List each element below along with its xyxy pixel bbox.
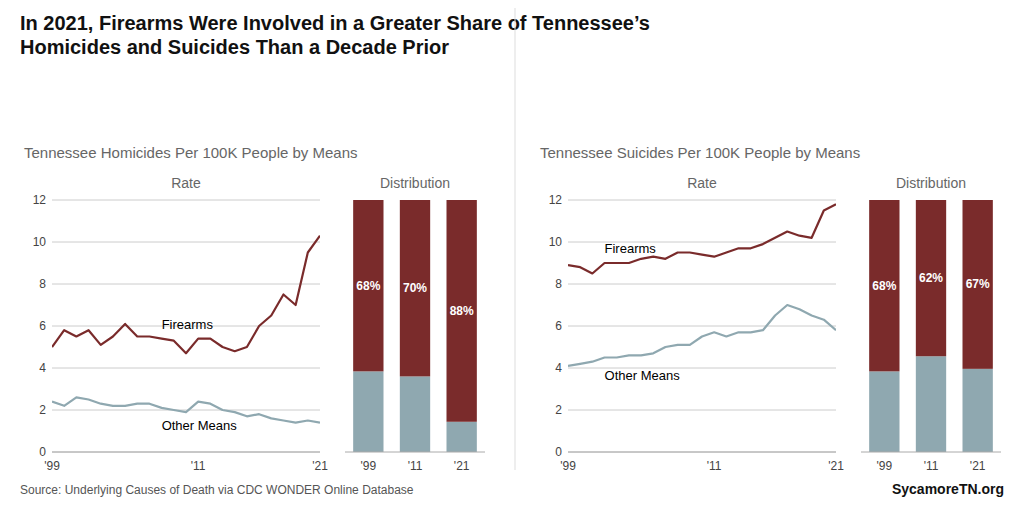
- bar-segment: [916, 356, 946, 452]
- x-tick-label: '99: [44, 459, 60, 473]
- bar-segment: [447, 422, 477, 452]
- panel-title: Distribution: [896, 175, 966, 191]
- source: Source: Underlying Causes of Death via C…: [20, 483, 414, 497]
- bar-segment: [869, 371, 899, 452]
- x-tick-label: '11: [408, 459, 423, 473]
- panel-title: Rate: [171, 175, 201, 191]
- y-tick-label: 10: [549, 235, 563, 249]
- series-label: Firearms: [162, 317, 214, 332]
- bar-segment: [353, 200, 383, 371]
- x-tick-label: '11: [707, 459, 722, 473]
- series-label: Firearms: [605, 241, 657, 256]
- y-tick-label: 4: [39, 361, 46, 375]
- y-tick-label: 8: [555, 277, 562, 291]
- grid-line: [568, 200, 836, 201]
- divider: [515, 8, 516, 470]
- data-label: 68%: [872, 279, 896, 293]
- grid-line: [568, 284, 836, 285]
- data-label: 67%: [966, 277, 990, 291]
- x-axis: [52, 452, 320, 453]
- bar-segment: [400, 376, 430, 452]
- bar-segment: [916, 200, 946, 356]
- panel-title: Distribution: [380, 175, 450, 191]
- x-tick-label: '99: [560, 459, 576, 473]
- panel-title: Rate: [687, 175, 717, 191]
- bar-segment: [963, 369, 993, 452]
- plot-area: [353, 200, 477, 452]
- credit: SycamoreTN.org: [892, 481, 1004, 497]
- bar-segment: [963, 200, 993, 369]
- x-tick-label: '21: [454, 459, 470, 473]
- chart-line: Tennessee Suicides Per 100K People by Me…: [540, 144, 860, 473]
- plot-area: [869, 200, 993, 452]
- chart-bar: Distribution '99 '11 '21 68% 62% 67%: [861, 175, 1001, 473]
- x-axis: [861, 452, 1001, 453]
- subtitle: Tennessee Suicides Per 100K People by Me…: [540, 144, 860, 161]
- data-label: 62%: [919, 271, 943, 285]
- title-line: Homicides and Suicides Than a Decade Pri…: [20, 36, 449, 58]
- y-tick-label: 6: [555, 319, 562, 333]
- grid-line: [52, 452, 320, 453]
- x-tick-label: '21: [312, 459, 328, 473]
- series-label: Other Means: [605, 368, 681, 383]
- plot-area: [568, 204, 836, 366]
- chart-bar: Distribution '99 '11 '21 68% 70% 88%: [345, 175, 485, 473]
- series-line: [52, 236, 320, 354]
- y-tick-label: 6: [39, 319, 46, 333]
- bar-segment: [869, 200, 899, 371]
- grid-line: [52, 368, 320, 369]
- y-tick-label: 8: [39, 277, 46, 291]
- y-tick-label: 2: [555, 403, 562, 417]
- title-line: In 2021, Firearms Were Involved in a Gre…: [20, 12, 650, 34]
- x-axis: [345, 452, 485, 453]
- bar-segment: [400, 200, 430, 376]
- y-tick-label: 0: [555, 445, 562, 459]
- grid-line: [52, 410, 320, 411]
- grid-line: [52, 200, 320, 201]
- x-tick-label: '11: [191, 459, 206, 473]
- chart-line: Tennessee Homicides Per 100K People by M…: [24, 144, 358, 473]
- x-tick-label: '11: [924, 459, 939, 473]
- x-tick-label: '99: [361, 459, 377, 473]
- plot-area: [52, 236, 320, 423]
- grid-line: [52, 242, 320, 243]
- chart-root: In 2021, Firearms Were Involved in a Gre…: [0, 0, 1024, 512]
- grid-line: [568, 452, 836, 453]
- series-line: [568, 204, 836, 273]
- bar-segment: [353, 371, 383, 452]
- data-label: 68%: [356, 279, 380, 293]
- x-axis: [568, 452, 836, 453]
- x-tick-label: '21: [970, 459, 986, 473]
- x-tick-label: '99: [877, 459, 893, 473]
- data-label: 70%: [403, 281, 427, 295]
- y-tick-label: 12: [33, 193, 47, 207]
- y-tick-label: 12: [549, 193, 563, 207]
- grid-line: [52, 284, 320, 285]
- y-tick-label: 4: [555, 361, 562, 375]
- subtitle: Tennessee Homicides Per 100K People by M…: [24, 144, 358, 161]
- y-tick-label: 0: [39, 445, 46, 459]
- y-tick-label: 10: [33, 235, 47, 249]
- grid-line: [568, 410, 836, 411]
- y-tick-label: 2: [39, 403, 46, 417]
- title: In 2021, Firearms Were Involved in a Gre…: [20, 12, 650, 58]
- series-line: [568, 305, 836, 366]
- x-tick-label: '21: [828, 459, 844, 473]
- data-label: 88%: [450, 304, 474, 318]
- grid-line: [568, 326, 836, 327]
- bar-segment: [447, 200, 477, 422]
- series-label: Other Means: [162, 418, 238, 433]
